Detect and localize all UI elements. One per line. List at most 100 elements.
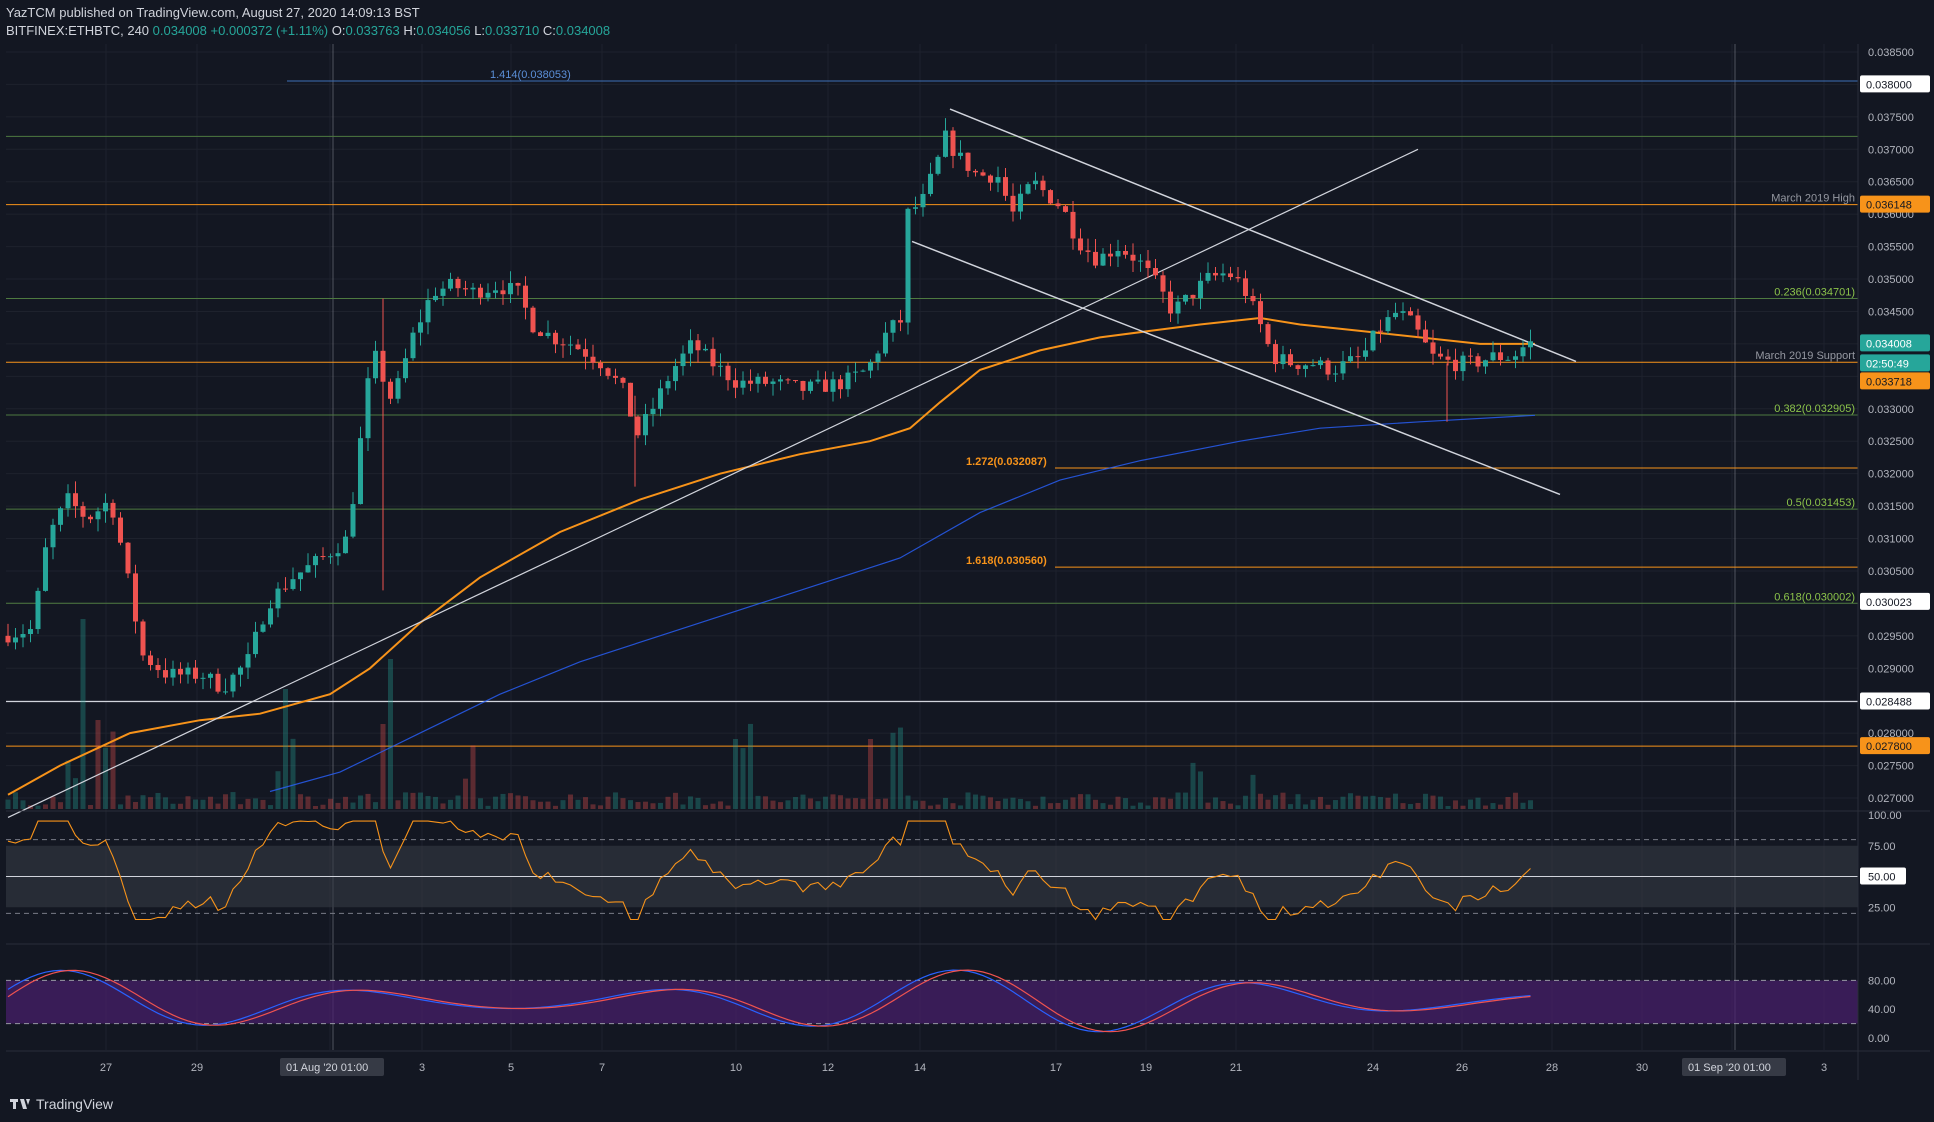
candle-body: [1070, 211, 1076, 239]
volume-bar: [590, 804, 596, 809]
candle-body: [680, 353, 686, 367]
volume-bar: [163, 797, 168, 809]
volume-bar: [238, 804, 243, 809]
candle-body: [1265, 324, 1271, 345]
candle-body: [65, 493, 71, 509]
volume-bar: [1423, 793, 1428, 809]
price-tick-label: 0.038500: [1868, 47, 1914, 59]
volume-bar: [335, 802, 341, 809]
volume-bar: [1175, 792, 1181, 809]
volume-bar: [853, 798, 858, 809]
ascending-trendline: [7, 148, 1419, 819]
time-tick-label: 5: [508, 1062, 514, 1074]
candle-body: [538, 332, 543, 336]
rsi-tick-label: 75.00: [1868, 841, 1896, 853]
time-tick-label: 10: [730, 1062, 742, 1074]
volume-bar: [845, 798, 851, 809]
trendlines: [7, 108, 1577, 819]
symbol-label[interactable]: BITFINEX:ETHBTC, 240: [6, 23, 150, 38]
level-label: 0.382(0.032905): [1774, 403, 1855, 415]
candle-body: [1183, 294, 1188, 302]
volume-bar: [328, 798, 333, 809]
candle-body: [613, 375, 618, 378]
price-label-box: [1860, 354, 1930, 372]
volume-bar: [928, 805, 933, 809]
stoch-tick-label: 80.00: [1868, 975, 1896, 987]
volume-bar: [1483, 805, 1488, 809]
volume-bar: [1333, 800, 1338, 809]
level-label: 1.618(0.030560): [966, 555, 1047, 567]
candle-body: [913, 207, 918, 209]
candle-body: [793, 380, 798, 382]
stoch-pane[interactable]: 80.00 40.00 0.00: [6, 943, 1930, 1045]
volume-bar: [838, 795, 843, 809]
footer-brand[interactable]: TradingView: [36, 1096, 114, 1112]
volume-bar: [1063, 799, 1068, 809]
candle-body: [875, 353, 881, 363]
volume-bar: [103, 747, 108, 809]
candle-body: [28, 629, 33, 635]
candle-body: [943, 130, 948, 157]
time-tick-label: 21: [1230, 1062, 1242, 1074]
candle-body: [575, 344, 581, 350]
tradingview-logo-icon: [10, 1099, 30, 1109]
candle-body: [178, 668, 183, 675]
candle-body: [463, 288, 468, 290]
candle-body: [1078, 238, 1083, 251]
candle-body: [530, 307, 536, 333]
candle-body: [358, 438, 363, 505]
candle-body: [1055, 203, 1061, 207]
candle-body: [1325, 360, 1331, 375]
volume-bar: [575, 799, 581, 809]
candle-body: [1348, 356, 1353, 362]
candle-body: [995, 177, 1001, 183]
volume-bar: [718, 801, 723, 809]
publisher-name[interactable]: YazTCM: [6, 5, 56, 20]
volume-bar: [553, 805, 558, 809]
volume-bar: [643, 801, 648, 809]
volume-bar: [313, 805, 318, 809]
candle-body: [1168, 291, 1173, 314]
volume-bar: [1460, 805, 1466, 809]
rsi-current-label: 50.00: [1868, 872, 1896, 884]
candle-body: [313, 556, 318, 566]
volume-bar: [740, 748, 746, 809]
rsi-pane[interactable]: 100.00 75.00 50.00 25.00: [6, 810, 1930, 921]
volume-bar: [1498, 804, 1503, 809]
volume-bar: [373, 802, 378, 809]
volume-bar: [635, 802, 641, 809]
volume-bar: [395, 800, 401, 809]
volume-bar: [1048, 803, 1053, 809]
volume-bar: [995, 800, 1001, 809]
price-pane[interactable]: [6, 44, 1858, 809]
volume-bar: [290, 738, 296, 809]
volume-bar: [965, 792, 971, 809]
candle-body: [1318, 360, 1323, 366]
volume-bar: [418, 792, 423, 809]
volume-bar: [1408, 804, 1413, 809]
price-label-box: [1860, 592, 1930, 610]
ma-200-line: [269, 414, 1536, 793]
candle-body: [553, 332, 558, 345]
price-change: +0.000372 (+1.11%): [210, 23, 329, 38]
volume-bar: [778, 802, 783, 809]
stoch-tick-label: 0.00: [1868, 1033, 1889, 1045]
volume-bar: [1453, 800, 1458, 809]
time-tick-label: 3: [419, 1062, 425, 1074]
time-tick-label: 7: [599, 1062, 605, 1074]
candle-body: [110, 502, 116, 518]
volume-bar: [125, 795, 131, 809]
candle-body: [1423, 329, 1428, 343]
candle-body: [1010, 195, 1016, 212]
price-label-text: 0.038000: [1866, 79, 1912, 91]
candle-body: [20, 634, 26, 638]
candle-body: [185, 667, 191, 675]
open-label: O:: [331, 23, 346, 38]
candle-body: [1528, 341, 1533, 348]
volume-bar: [380, 724, 386, 809]
volume-bar: [208, 796, 213, 809]
candle-body: [905, 208, 911, 323]
candle-body: [1468, 355, 1473, 357]
